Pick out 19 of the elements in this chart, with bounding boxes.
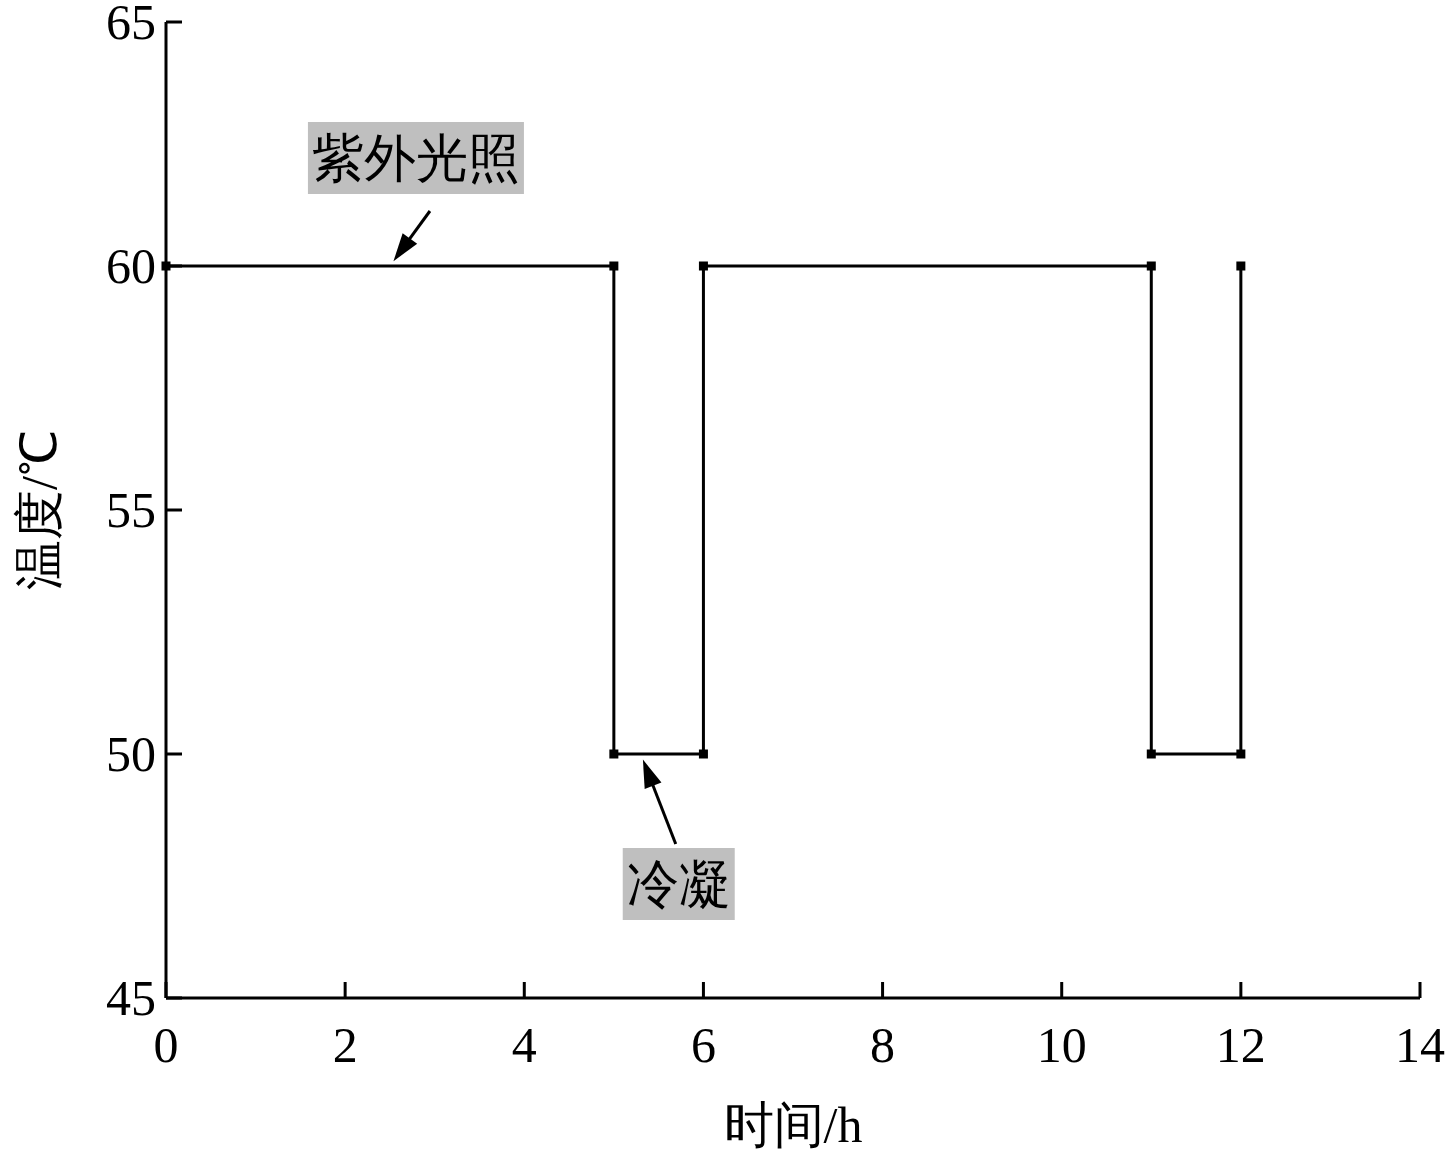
y-tick-label: 65 [106,0,156,50]
annotation: 紫外光照 [311,130,520,187]
x-tick-label: 4 [511,1017,537,1073]
x-tick-label: 2 [332,1017,358,1073]
x-tick-label: 10 [1036,1017,1087,1073]
y-tick-label: 50 [106,726,156,782]
annotation: 冷凝 [622,848,735,920]
annotation: 冷凝 [626,856,731,913]
x-tick-label: 6 [690,1017,716,1073]
x-tick-label: 8 [870,1017,896,1073]
x-tick-label: 14 [1395,1017,1445,1073]
annotation: 紫外光照 [307,122,524,194]
y-tick-label: 60 [106,238,156,294]
y-tick-label: 45 [106,970,156,1026]
x-tick-label: 0 [153,1017,179,1073]
x-tick-label: 12 [1215,1017,1266,1073]
y-tick-label: 55 [106,482,156,538]
y-axis-title: 温度/℃ [11,430,67,590]
x-axis-title: 时间/h [723,1097,863,1153]
